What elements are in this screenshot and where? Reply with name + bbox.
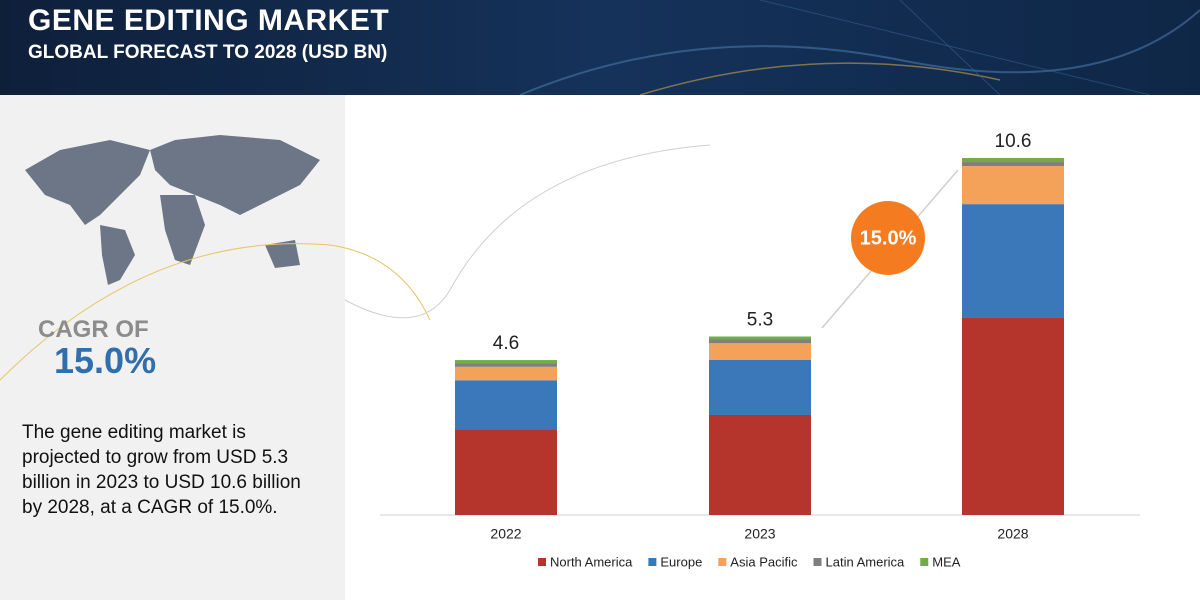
- bar-segment: [962, 204, 1064, 318]
- bar-segment: [455, 380, 557, 430]
- legend-label: Latin America: [826, 554, 906, 569]
- legend-swatch: [538, 558, 546, 566]
- legend-label: North America: [550, 554, 633, 569]
- cagr-label: CAGR OF: [38, 316, 149, 343]
- x-tick-label: 2023: [744, 526, 775, 542]
- bar-segment: [455, 366, 557, 381]
- bar-segment: [709, 414, 811, 515]
- x-tick-label: 2028: [997, 526, 1028, 542]
- cagr-badge-label: 15.0%: [860, 227, 917, 249]
- world-map: [25, 135, 320, 285]
- header: GENE EDITING MARKET GLOBAL FORECAST TO 2…: [0, 0, 1200, 95]
- bar-segment: [962, 166, 1064, 205]
- total-label: 10.6: [995, 131, 1032, 152]
- legend-label: Europe: [660, 554, 702, 569]
- cagr-badge: [851, 201, 925, 275]
- description: The gene editing market is projected to …: [22, 422, 301, 518]
- legend-swatch: [920, 558, 929, 566]
- bar-segment: [709, 336, 811, 340]
- total-label: 4.6: [493, 333, 519, 354]
- legend-label: MEA: [932, 554, 961, 569]
- subtitle: GLOBAL FORECAST TO 2028 (USD BN): [28, 42, 388, 63]
- bar-segment: [455, 360, 557, 364]
- bar-segment: [709, 359, 811, 415]
- x-tick-label: 2022: [490, 526, 521, 542]
- bar-segment: [962, 158, 1064, 163]
- bar-segment: [455, 363, 557, 367]
- header-decoration: [519, 0, 1200, 95]
- bar-segment: [709, 339, 811, 344]
- bar-segment: [962, 162, 1064, 167]
- title: GENE EDITING MARKET: [28, 4, 390, 37]
- legend-label: Asia Pacific: [730, 554, 798, 569]
- decor-curve: [344, 144, 711, 319]
- bar-segment: [962, 317, 1064, 515]
- legend-swatch: [718, 558, 727, 566]
- total-label: 5.3: [747, 310, 773, 331]
- legend-swatch: [813, 558, 822, 566]
- bar-segment: [709, 343, 811, 360]
- legend-swatch: [648, 558, 657, 566]
- cagr-value: 15.0%: [54, 340, 157, 381]
- decor-curve: [0, 243, 431, 381]
- bar-segment: [455, 429, 557, 515]
